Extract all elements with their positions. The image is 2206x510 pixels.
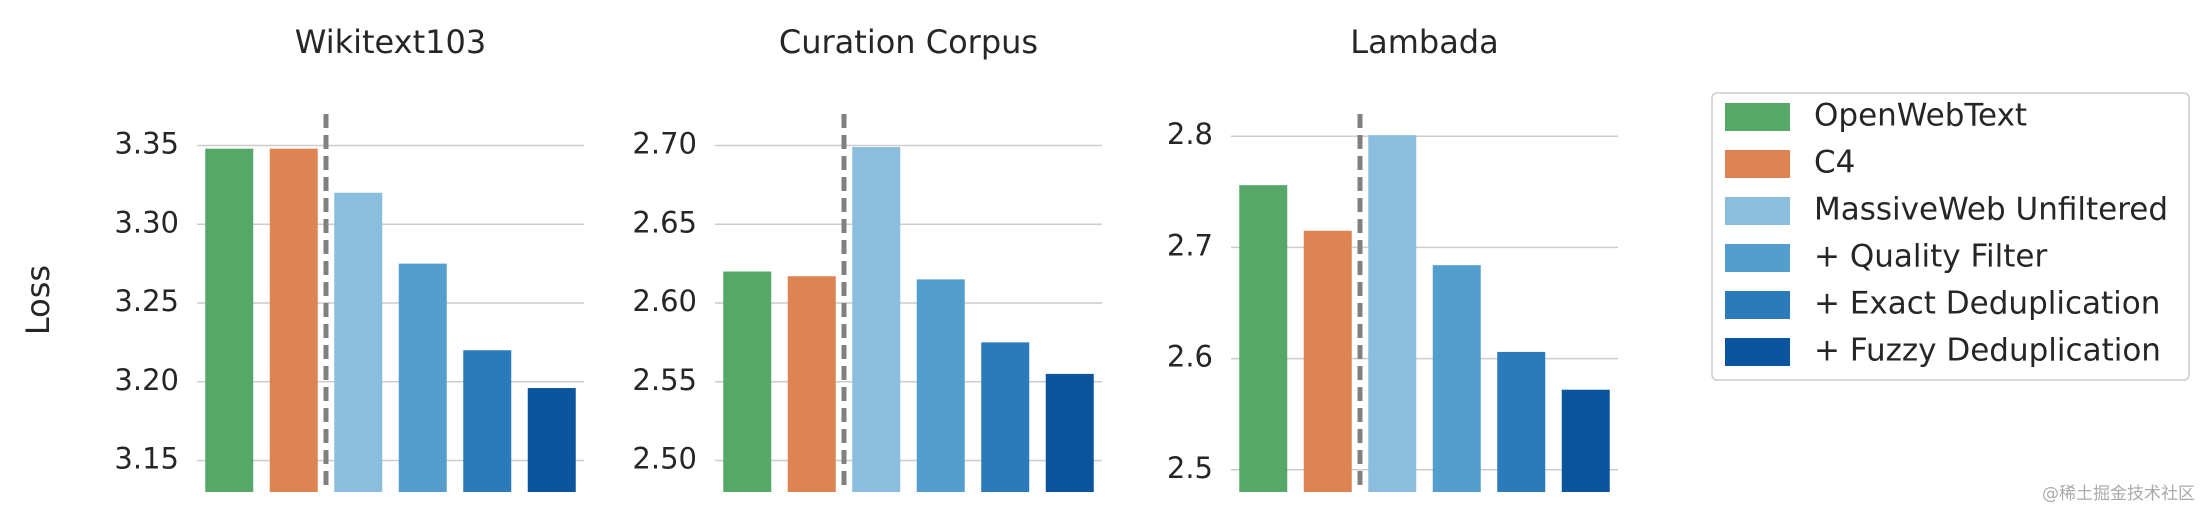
y-tick-label: 2.60 (632, 284, 697, 318)
y-tick-label: 2.6 (1167, 340, 1213, 374)
watermark: @稀土掘金技术社区 (2042, 484, 2195, 504)
legend-label: C4 (1814, 145, 1855, 181)
bar (1045, 373, 1094, 492)
bar (527, 388, 576, 492)
legend-box (1711, 92, 2190, 381)
y-tick-label: 2.65 (632, 205, 697, 239)
chart-title: Curation Corpus (779, 23, 1038, 61)
y-tick-label: 3.20 (114, 363, 179, 397)
y-tick-label: 3.15 (114, 442, 179, 476)
legend-swatch (1725, 150, 1790, 178)
bar (1303, 230, 1352, 492)
bar (1432, 265, 1481, 492)
legend-label: + Exact Deduplication (1814, 286, 2160, 322)
bar (1239, 185, 1288, 492)
y-tick-label: 3.25 (114, 284, 179, 318)
bar (398, 263, 447, 492)
y-tick-label: 2.50 (632, 442, 697, 476)
bar (916, 279, 965, 492)
y-axis-label: Loss (19, 265, 57, 335)
legend-label: MassiveWeb Unfiltered (1814, 192, 2168, 228)
bar (334, 192, 383, 492)
legend-label: OpenWebText (1814, 98, 2027, 134)
y-tick-label: 3.35 (114, 127, 179, 161)
legend-swatch (1725, 338, 1790, 366)
y-tick-label: 2.70 (632, 127, 697, 161)
y-tick-label: 2.5 (1167, 451, 1213, 485)
y-tick-label: 3.30 (114, 205, 179, 239)
bar (1368, 135, 1417, 492)
bar (787, 276, 836, 492)
legend-label: + Quality Filter (1814, 239, 2047, 275)
chart-title: Lambada (1350, 23, 1498, 61)
bar (205, 148, 254, 492)
y-tick-label: 2.7 (1167, 228, 1213, 262)
legend-swatch (1725, 197, 1790, 225)
legend-swatch (1725, 291, 1790, 319)
bar (269, 148, 318, 492)
legend-swatch (1725, 103, 1790, 131)
y-tick-label: 2.8 (1167, 117, 1213, 151)
bar (723, 271, 772, 492)
bar (1561, 389, 1610, 492)
legend-swatch (1725, 244, 1790, 272)
chart-title: Wikitext103 (295, 23, 486, 61)
bar (463, 350, 512, 492)
bar (1497, 351, 1546, 492)
bar (981, 342, 1030, 492)
bar (852, 147, 901, 492)
y-tick-label: 2.55 (632, 363, 697, 397)
legend-label: + Fuzzy Deduplication (1814, 333, 2161, 369)
